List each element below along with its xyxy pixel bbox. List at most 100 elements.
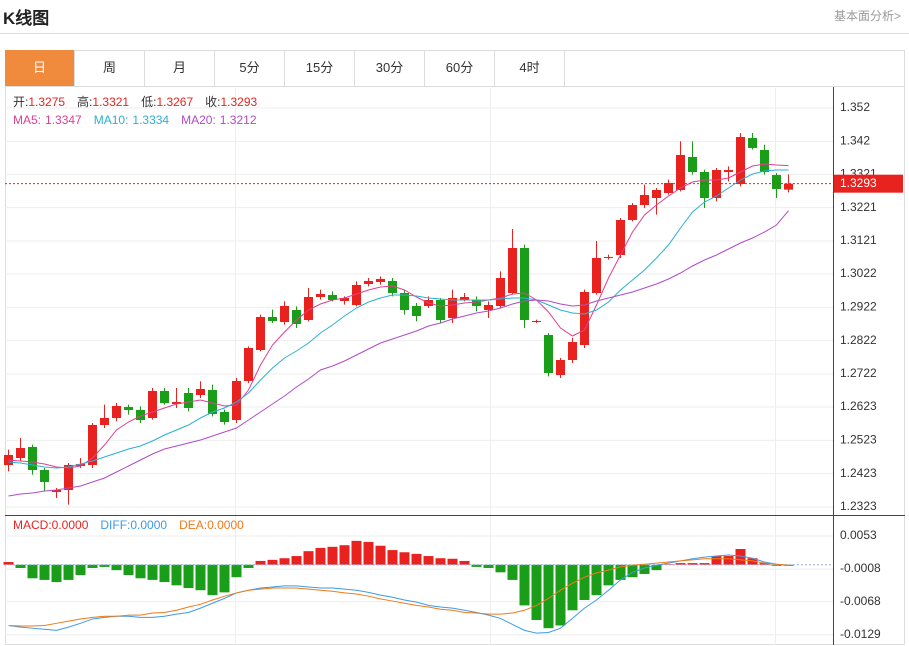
- candle-body: [556, 360, 565, 375]
- candle-body: [700, 172, 709, 198]
- ohlc-label: 高:: [77, 94, 92, 109]
- candle-body: [88, 425, 97, 465]
- candle-body: [244, 348, 253, 381]
- ma-line: [8, 169, 789, 469]
- macd-bar: [723, 556, 734, 565]
- macd-bar: [459, 560, 470, 565]
- macd-bar: [591, 564, 602, 596]
- candle-body: [580, 292, 589, 345]
- candle-body: [40, 470, 49, 482]
- macd-bar: [543, 564, 554, 629]
- macd-bar: [135, 564, 146, 579]
- page-title: K线图: [3, 9, 50, 28]
- macd-bar: [747, 558, 758, 565]
- y-tick-label: 1.2423: [840, 466, 877, 480]
- macd-bar: [315, 547, 326, 565]
- candle-body: [220, 412, 229, 422]
- legend-name: MA20:: [181, 113, 216, 127]
- tab[interactable]: 日: [5, 50, 75, 86]
- candle-body: [736, 137, 745, 184]
- candle-body: [484, 305, 493, 310]
- candle-body: [76, 464, 85, 466]
- macd-bar: [327, 546, 338, 565]
- legend-value: 1.3334: [132, 113, 169, 127]
- candle-body: [148, 391, 157, 418]
- candle-body: [448, 298, 457, 318]
- y-tick-label: 1.2822: [840, 333, 877, 347]
- macd-bar: [51, 564, 62, 583]
- candle-body: [724, 170, 733, 172]
- legend-name: MACD:0.0000: [13, 518, 89, 532]
- legend-value: 1.3212: [220, 113, 257, 127]
- macd-bar: [735, 549, 746, 565]
- macd-bar: [447, 558, 458, 565]
- candle-body: [676, 155, 685, 190]
- candle-body: [232, 381, 241, 420]
- candle-body: [256, 317, 265, 350]
- y-tick-label: -0.0008: [840, 561, 881, 575]
- tab[interactable]: 60分: [425, 50, 495, 86]
- macd-bar: [507, 564, 518, 580]
- ohlc-label: 开:: [13, 95, 28, 109]
- macd-bar: [267, 559, 278, 565]
- candle-body: [652, 190, 661, 198]
- ohlc-value: 1.3293: [220, 95, 257, 109]
- tab[interactable]: 5分: [215, 50, 285, 86]
- ohlc-value: 1.3267: [156, 95, 193, 109]
- tab[interactable]: 4时: [495, 50, 565, 86]
- macd-bar: [531, 564, 542, 621]
- candle-body: [280, 306, 289, 322]
- y-tick-label: 1.3221: [840, 200, 877, 214]
- macd-bar: [87, 564, 98, 568]
- macd-bar: [567, 564, 578, 611]
- ma-legend: MA5: 1.3347 MA10: 1.3334 MA20: 1.3212: [13, 113, 257, 127]
- macd-bar: [687, 563, 698, 565]
- macd-bar: [123, 564, 134, 576]
- macd-bar: [111, 564, 122, 571]
- macd-bar: [435, 558, 446, 565]
- fundamental-link[interactable]: 基本面分析>: [833, 9, 901, 23]
- macd-bar: [39, 564, 50, 580]
- macd-bar: [219, 564, 230, 593]
- tab[interactable]: 周: [75, 50, 145, 86]
- macd-bar: [147, 564, 158, 580]
- candle-body: [532, 321, 541, 322]
- macd-bar: [471, 564, 482, 567]
- macd-bar: [15, 564, 26, 568]
- macd-bar: [159, 564, 170, 583]
- candle-body: [628, 205, 637, 220]
- candle-body: [436, 300, 445, 320]
- macd-bar: [627, 564, 638, 578]
- candle-body: [292, 310, 301, 324]
- legend-value: 1.3347: [45, 113, 82, 127]
- ma-line: [8, 554, 789, 634]
- y-tick-label: 1.2922: [840, 300, 877, 314]
- candle-body: [592, 258, 601, 293]
- candle-body: [268, 317, 277, 321]
- macd-bar: [519, 564, 530, 606]
- macd-bar: [555, 564, 566, 626]
- y-tick-label: 1.2722: [840, 366, 877, 380]
- ohlc-legend: 开:1.3275 高:1.3321 低:1.3267 收:1.3293: [13, 94, 258, 109]
- macd-bar: [711, 556, 722, 565]
- tab[interactable]: 30分: [355, 50, 425, 86]
- tab[interactable]: 月: [145, 50, 215, 86]
- macd-bar: [279, 558, 290, 565]
- current-price-label: 1.3293: [840, 176, 877, 190]
- candle-body: [172, 402, 181, 404]
- candle-body: [184, 393, 193, 408]
- tab[interactable]: 15分: [285, 50, 355, 86]
- y-tick-label: 1.2323: [840, 499, 877, 513]
- macd-bar: [387, 550, 398, 565]
- candle-body: [304, 297, 313, 320]
- macd-bar: [663, 564, 674, 565]
- macd-bar: [171, 564, 182, 586]
- macd-bar: [63, 564, 74, 580]
- candle-body: [472, 300, 481, 306]
- candle-body: [544, 335, 553, 373]
- candle-body: [352, 285, 361, 305]
- macd-bar: [3, 562, 14, 565]
- ohlc-value: 1.3321: [92, 95, 129, 109]
- current-price-tag: [834, 174, 903, 193]
